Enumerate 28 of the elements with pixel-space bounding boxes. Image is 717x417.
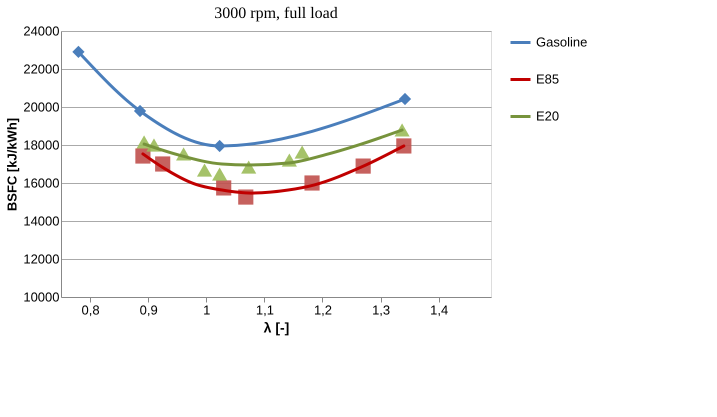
x-tick-label: 1,3 bbox=[372, 302, 390, 318]
point bbox=[134, 104, 146, 118]
legend-label: Gasoline bbox=[536, 34, 588, 50]
chart-title: 3000 rpm, full load bbox=[214, 5, 338, 22]
y-tick-label: 14000 bbox=[23, 214, 60, 228]
y-axis-title: BSFC [kJ/kWh] bbox=[4, 118, 20, 212]
x-tick-label: 1,4 bbox=[430, 302, 448, 318]
x-tick-label: 0,9 bbox=[140, 302, 158, 318]
y-tick-label: 22000 bbox=[23, 62, 60, 76]
point bbox=[212, 168, 228, 181]
point bbox=[214, 140, 226, 152]
point bbox=[398, 92, 412, 106]
x-tick-label: 1,2 bbox=[314, 302, 332, 318]
x-tick-label: 1,1 bbox=[256, 302, 274, 318]
legend-label: E85 bbox=[536, 72, 560, 86]
y-tick-label: 16000 bbox=[23, 176, 60, 190]
point bbox=[294, 145, 310, 159]
y-tick-label: 10000 bbox=[23, 290, 60, 304]
x-tick-label: 1 bbox=[203, 302, 210, 318]
y-tick-label: 24000 bbox=[23, 24, 60, 38]
x-axis-title: λ [-] bbox=[264, 320, 290, 336]
legend-label: E20 bbox=[536, 108, 560, 124]
point bbox=[72, 46, 85, 58]
point bbox=[196, 164, 212, 177]
y-tick-label: 20000 bbox=[23, 100, 60, 114]
x-tick-label: 0,8 bbox=[82, 302, 100, 318]
y-tick-label: 12000 bbox=[23, 252, 60, 266]
y-tick-label: 18000 bbox=[23, 138, 60, 152]
